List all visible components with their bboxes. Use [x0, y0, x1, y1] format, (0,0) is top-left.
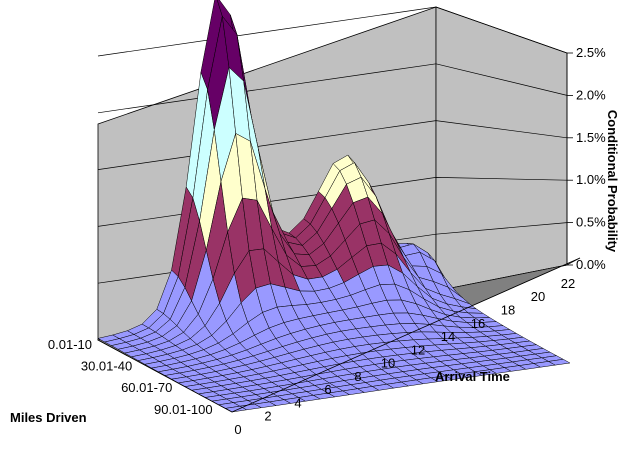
y-tick-label: 30.01-40	[81, 359, 132, 374]
z-tick-label: 2.0%	[576, 87, 606, 102]
x-tick-label: 14	[441, 329, 455, 344]
x-tick-label: 20	[531, 289, 545, 304]
x-tick-label: 22	[561, 276, 575, 291]
z-axis-title: Conditional Probability	[605, 110, 620, 253]
x-tick-label: 6	[324, 382, 331, 397]
z-tick-label: 2.5%	[576, 45, 606, 60]
x-tick-label: 10	[381, 356, 395, 371]
x-tick-label: 4	[294, 395, 301, 410]
z-tick-label: 1.5%	[576, 130, 606, 145]
surface-cell	[547, 359, 571, 366]
x-tick-label: 16	[471, 316, 485, 331]
z-tick-label: 1.0%	[576, 172, 606, 187]
z-tick-label: 0.5%	[576, 215, 606, 230]
y-tick-label: 0.01-10	[48, 337, 92, 352]
y-tick-label: 60.01-70	[121, 380, 172, 395]
x-tick-label: 12	[411, 342, 425, 357]
right-wall	[435, 6, 568, 292]
axes: 0.0% 0.5% 1.0% 1.5% 2.0% 2.5% 0 2 4 6 8 10 12 14 16 18 2…	[48, 45, 606, 437]
x-tick-label: 0	[234, 422, 241, 437]
x-tick-label: 2	[264, 409, 271, 424]
x-axis-title: Arrival Time	[435, 369, 510, 384]
x-tick-label: 18	[501, 303, 515, 318]
y-axis-line	[97, 339, 233, 413]
z-tick-label: 0.0%	[576, 257, 606, 272]
x-axis-line	[231, 257, 581, 413]
y-tick-label: 90.01-100	[154, 402, 213, 417]
x-tick-label: 8	[354, 369, 361, 384]
y-axis-title: Miles Driven	[10, 410, 87, 425]
surface-mesh	[97, 0, 571, 413]
